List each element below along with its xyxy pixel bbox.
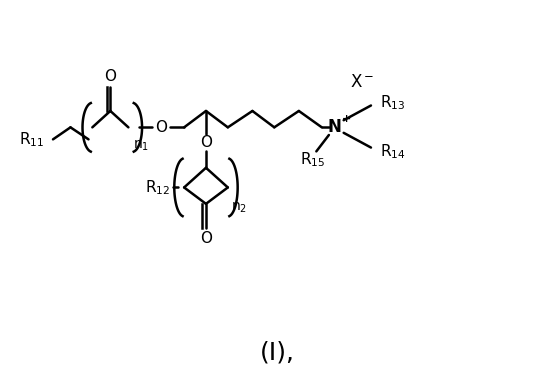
Text: (I),: (I), xyxy=(259,340,295,364)
Text: R$_{13}$: R$_{13}$ xyxy=(379,93,405,112)
Text: R$_{14}$: R$_{14}$ xyxy=(379,142,406,161)
Text: O: O xyxy=(200,135,212,150)
Text: X$^-$: X$^-$ xyxy=(350,73,374,91)
Text: R$_{12}$: R$_{12}$ xyxy=(145,178,171,197)
Text: O: O xyxy=(155,120,167,135)
Text: +: + xyxy=(342,114,351,124)
Text: n$_2$: n$_2$ xyxy=(230,201,247,215)
Text: R$_{15}$: R$_{15}$ xyxy=(300,151,325,170)
Text: O: O xyxy=(200,231,212,246)
Text: N: N xyxy=(327,118,341,136)
Text: n$_1$: n$_1$ xyxy=(134,139,150,153)
Text: O: O xyxy=(104,69,116,84)
Text: R$_{11}$: R$_{11}$ xyxy=(18,130,44,149)
